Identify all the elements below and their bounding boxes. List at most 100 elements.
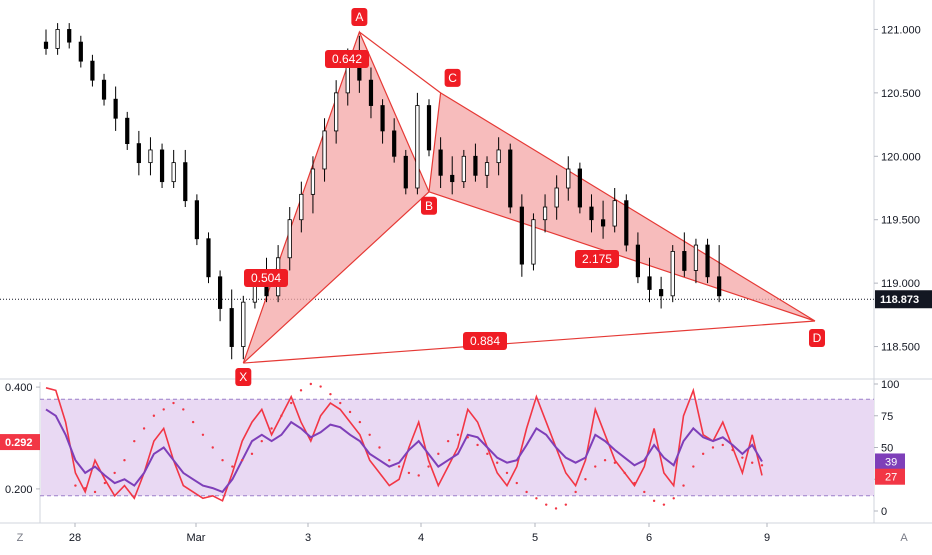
candle-body [368,79,374,106]
indicator-dot [260,439,263,443]
indicator-dot [290,401,293,405]
indicator-right-tick-label: 0 [881,506,887,518]
candle [717,245,722,303]
candle-body [55,29,60,49]
candle-body [78,41,83,62]
candle-body [43,41,49,49]
indicator-dot [231,465,234,468]
indicator-dot [623,471,626,475]
candle-body [542,206,548,221]
candle-body [659,289,664,297]
candle [43,29,49,55]
ratio-label-text: 0.642 [332,52,362,66]
point-label-x-text: X [239,370,247,384]
pattern-labels: X A B C D 0.504 0.642 2.175 0.884 [235,7,825,387]
candle-body [705,244,710,278]
time-tick-label: 4 [418,532,424,544]
indicator-dot [545,503,548,506]
candle [682,232,687,277]
ratio-label-text: 0.884 [470,334,500,348]
indicator-dot [721,443,724,447]
candle-body [334,92,339,132]
candle [90,54,95,87]
indicator-dot [133,439,136,443]
indicator-dot [280,414,283,417]
indicator-dot [427,465,430,468]
indicator-right-tick-label: 75 [881,411,893,423]
point-label-b-text: B [425,199,433,213]
indicator-badge-purple-text: 39 [885,456,897,468]
candle [566,156,571,201]
candle-body [241,301,246,347]
candle [600,200,606,239]
time-tick-label: 9 [764,532,770,544]
ratio-label-box [244,269,288,287]
indicator-dot [388,459,391,462]
indicator-dot [554,507,558,510]
a-axis-toggle: A [900,532,908,544]
indicator-dot [711,446,715,449]
point-label-b: B [421,196,437,215]
point-label-d-text: D [813,331,822,345]
indicator-dot [731,448,734,452]
indicator-dot [378,446,381,449]
candle [136,130,141,176]
candles [43,23,722,360]
indicator-left-value-badge [0,434,40,451]
candle-body [90,60,95,81]
point-label-a-box [351,7,368,26]
indicator-dot [584,478,587,481]
ratio-label-box [575,250,619,268]
candle-body [217,276,223,309]
candle [612,187,617,233]
time-tick-label: 3 [305,532,311,544]
indicator-dot [741,456,744,459]
indicator-dot [574,490,577,494]
indicator-dot [162,408,165,411]
candle-body [380,105,385,132]
candle-body [194,200,199,240]
indicator-dot [74,484,77,487]
indicator-dot [113,471,116,475]
indicator-dot [701,452,705,456]
candle [217,270,223,322]
candle-body [600,219,606,227]
ratio-label: 0.642 [325,50,369,68]
candle-body [322,130,327,170]
candle [519,194,524,277]
candle-body [612,200,617,227]
indicator-dot [84,486,87,490]
indicator-right-tick-label: 50 [881,443,893,455]
candle [659,276,664,309]
indicator-dot [201,433,205,436]
indicator-dot [348,410,352,414]
candle-body [287,219,292,259]
pattern-line-ac [359,31,441,94]
time-tick-label: Mar [187,532,206,544]
indicator-dot [142,427,146,430]
current-price-label: 118.873 [880,294,919,306]
indicator-dot [417,474,420,477]
candle-body [159,149,165,183]
candle [496,137,501,176]
candle-body [113,98,118,119]
indicator-dot [358,420,362,424]
candle [101,73,107,106]
candle-body [577,168,582,208]
indicator-dot [652,499,656,503]
ratio-label-box [463,332,507,350]
indicator-dot [319,385,322,388]
candle-body [519,206,524,265]
candle-body [624,200,629,246]
point-label-a: A [351,7,368,26]
candle [542,194,548,233]
candle [125,111,130,150]
candle [183,149,188,208]
candle [531,213,536,271]
point-label-b-box [421,196,437,215]
price-tick-label: 120.500 [881,88,921,100]
candle [148,137,153,176]
indicator-dot [211,446,214,449]
indicator-dot [329,392,332,396]
